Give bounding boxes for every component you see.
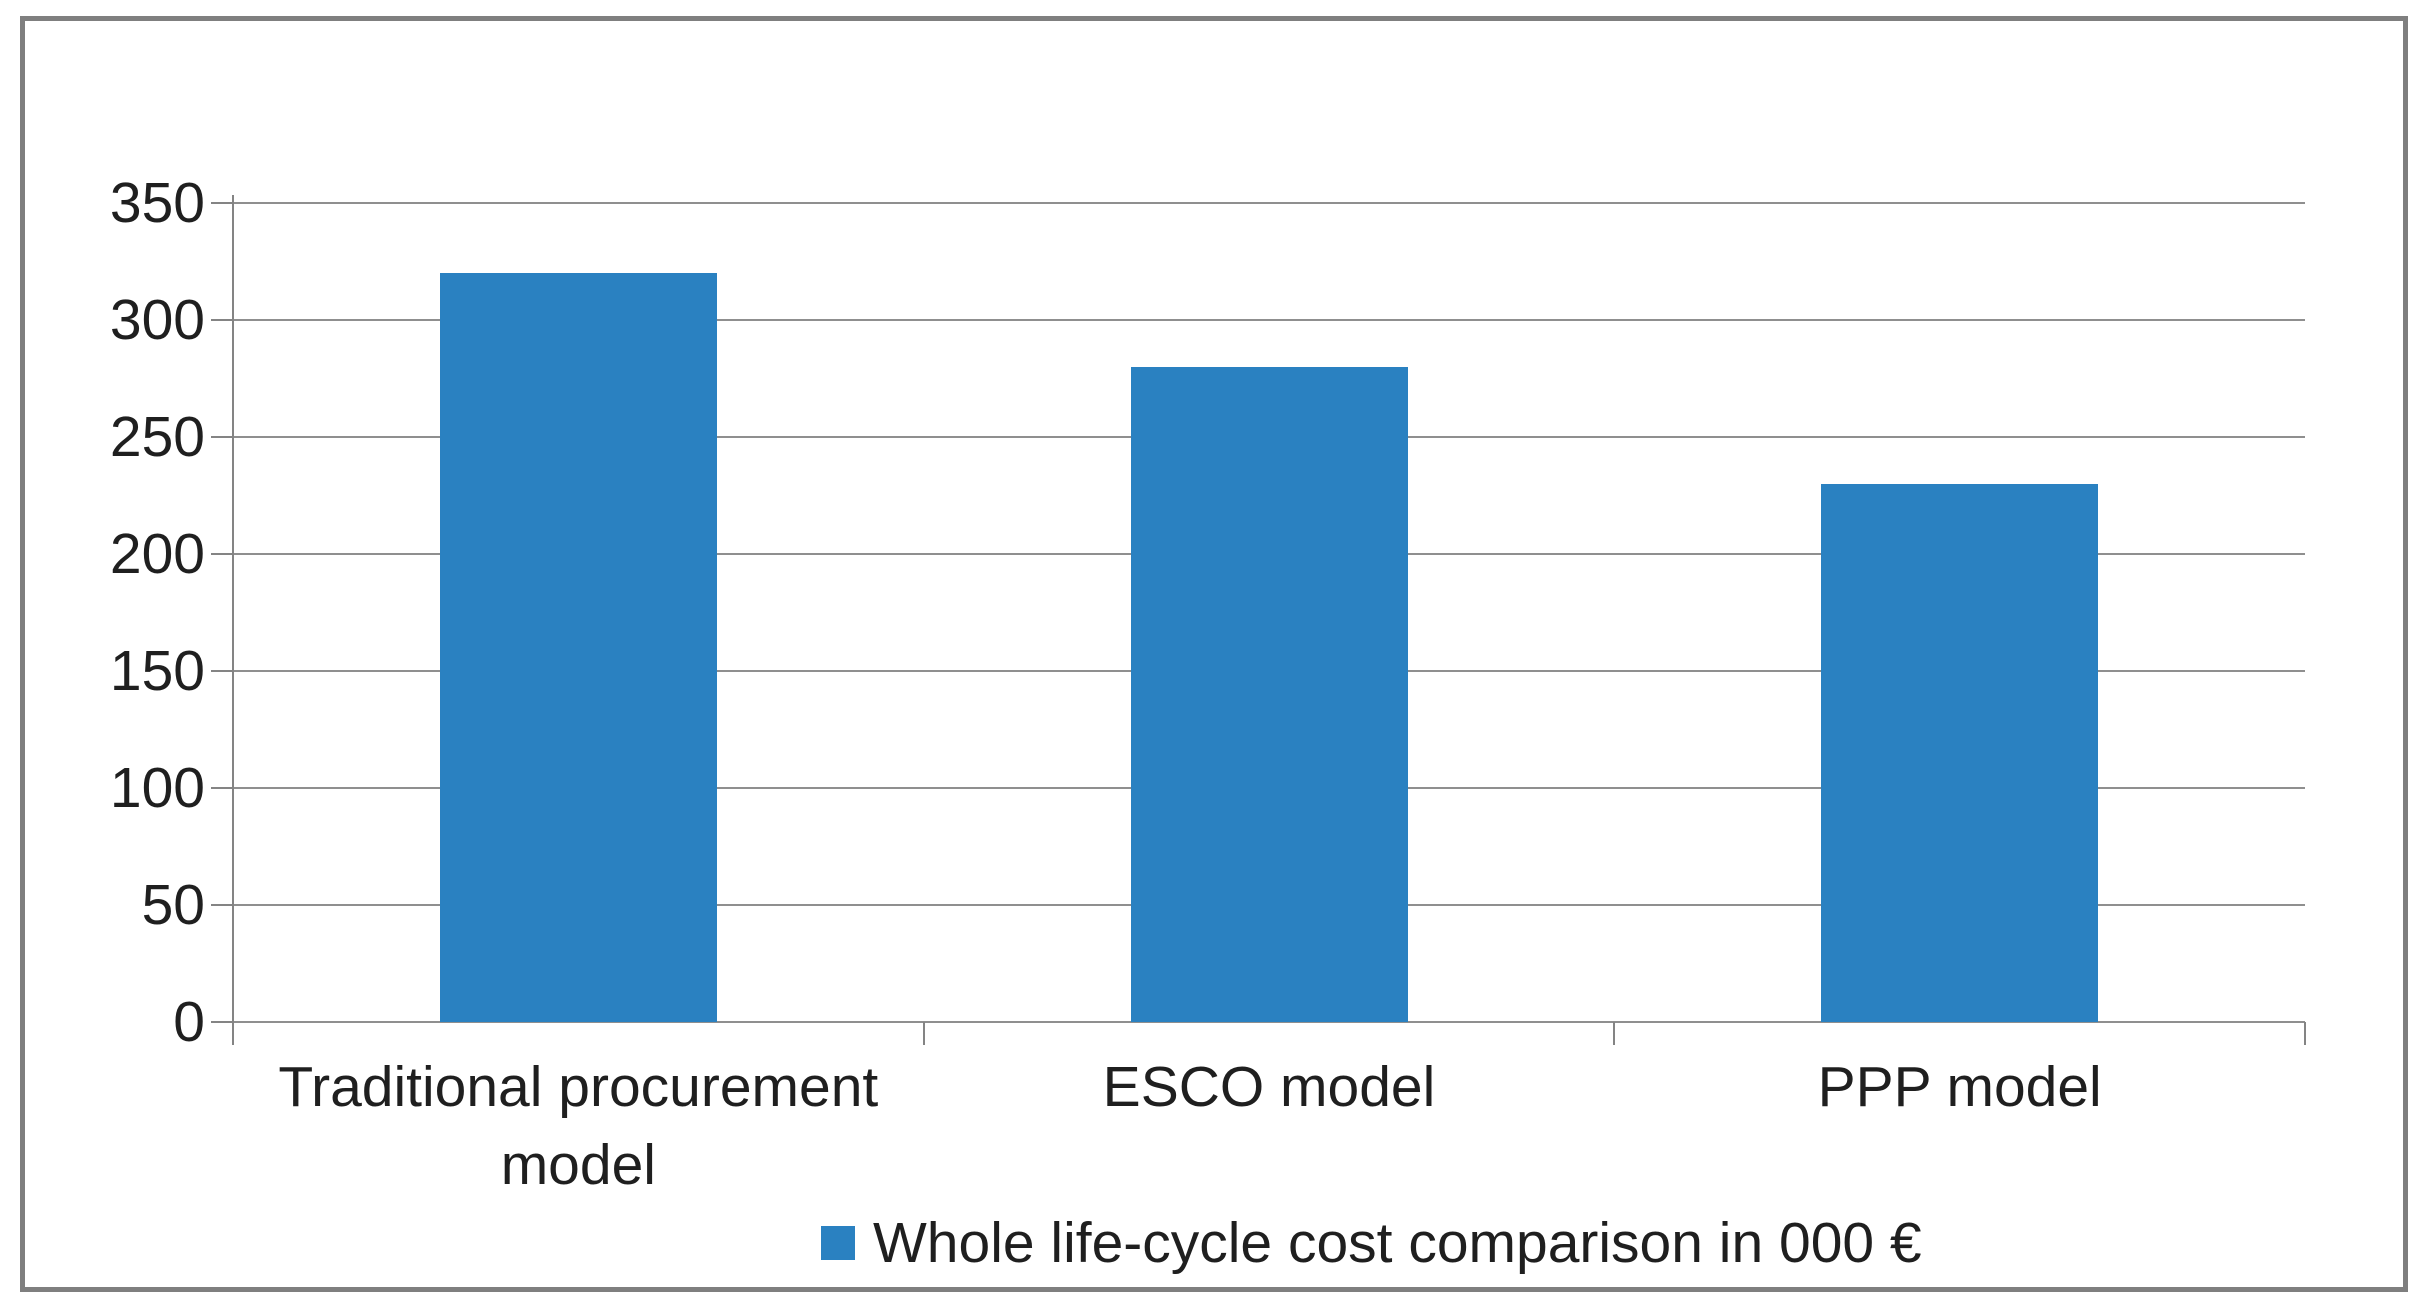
y-tick-label: 200: [109, 522, 205, 586]
y-axis-tick: [211, 436, 233, 438]
legend-square-icon: [821, 1226, 855, 1260]
y-tick-label: 250: [109, 405, 205, 469]
y-axis-tick: [211, 202, 233, 204]
category-label: Traditional procurement model: [278, 1055, 879, 1197]
y-tick-label: 300: [109, 288, 205, 352]
bar: [439, 273, 717, 1022]
gridline: [233, 319, 2305, 321]
y-axis-tick: [211, 319, 233, 321]
x-axis-tick: [922, 1022, 925, 1045]
bar: [1130, 366, 1408, 1022]
y-axis-tick: [211, 670, 233, 672]
y-tick-label: 350: [109, 171, 205, 235]
chart-frame: 0 50 100 150 200 250 300 350 Traditional procure…: [20, 16, 2408, 1292]
y-axis-tick: [211, 1021, 233, 1023]
gridline: [233, 202, 2305, 204]
legend: Whole life-cycle cost comparison in 000 …: [821, 1207, 1922, 1279]
y-axis-tick: [211, 904, 233, 906]
y-tick-label: 50: [141, 873, 205, 937]
bar: [1821, 483, 2099, 1022]
y-tick-label: 150: [109, 639, 205, 703]
legend-label: Whole life-cycle cost comparison in 000 …: [873, 1211, 1922, 1275]
y-axis-tick: [211, 787, 233, 789]
x-axis-tick: [2304, 1022, 2306, 1045]
x-axis-tick: [232, 1022, 234, 1045]
y-axis-tick: [211, 553, 233, 555]
y-tick-label: 0: [173, 990, 205, 1054]
category-label: PPP model: [1817, 1055, 2102, 1119]
gridline: [233, 1021, 2305, 1023]
y-axis-line: [232, 195, 234, 1045]
x-axis-tick: [1613, 1022, 1616, 1045]
category-label: ESCO model: [1102, 1055, 1436, 1119]
y-tick-label: 100: [109, 756, 205, 820]
